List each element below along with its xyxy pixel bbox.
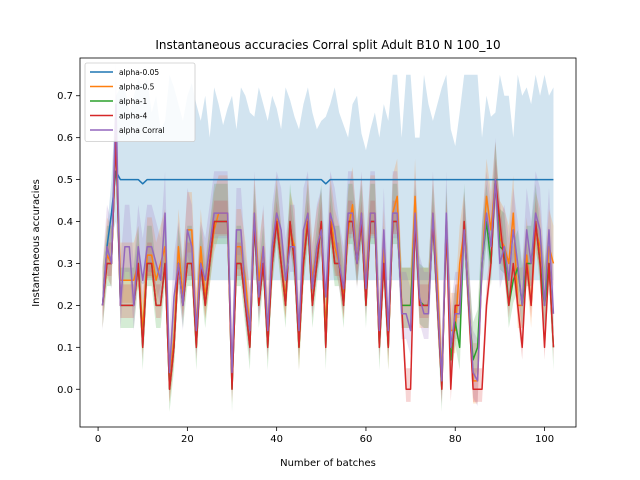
plot-area xyxy=(101,62,555,412)
x-tick-label: 80 xyxy=(449,434,462,445)
legend: alpha-0.05 alpha-0.5 alpha-1 alpha-4 alpha C… xyxy=(84,62,196,142)
band-alpha-0-05 xyxy=(102,74,554,306)
y-tick-label: 0.6 xyxy=(57,133,73,144)
y-axis: 0.0 0.1 0.2 0.3 0.4 0.5 0.6 0.7 xyxy=(57,91,80,396)
y-tick-label: 0.2 xyxy=(57,301,73,312)
y-tick-label: 0.0 xyxy=(57,385,73,396)
x-tick-label: 0 xyxy=(95,434,101,445)
legend-entry: alpha Corral xyxy=(119,126,165,135)
x-axis: 0 20 40 60 80 100 xyxy=(95,427,554,445)
legend-entry: alpha-0.5 xyxy=(119,83,155,92)
y-tick-label: 0.4 xyxy=(57,217,73,228)
series-line-alpha-corral xyxy=(101,103,555,382)
x-tick-label: 20 xyxy=(181,434,194,445)
x-tick-label: 60 xyxy=(360,434,373,445)
legend-entry: alpha-1 xyxy=(119,97,147,106)
legend-entry: alpha-4 xyxy=(119,112,147,121)
y-tick-label: 0.7 xyxy=(57,91,73,102)
chart-title: Instantaneous accuracies Corral split Ad… xyxy=(155,38,500,52)
y-tick-label: 0.1 xyxy=(57,343,73,354)
y-tick-label: 0.5 xyxy=(57,175,73,186)
series-line-alpha-4 xyxy=(101,136,555,391)
band-alpha-corral xyxy=(102,62,554,407)
x-tick-label: 100 xyxy=(535,434,554,445)
y-tick-label: 0.3 xyxy=(57,259,73,270)
x-axis-label: Number of batches xyxy=(280,458,376,469)
plot-frame xyxy=(79,57,577,428)
legend-entry: alpha-0.05 xyxy=(119,68,159,77)
x-tick-label: 40 xyxy=(270,434,283,445)
legend-box xyxy=(84,62,196,142)
y-axis-label: Instantaneous accuracies xyxy=(31,179,42,307)
series-line-alpha-0-05 xyxy=(101,170,554,306)
